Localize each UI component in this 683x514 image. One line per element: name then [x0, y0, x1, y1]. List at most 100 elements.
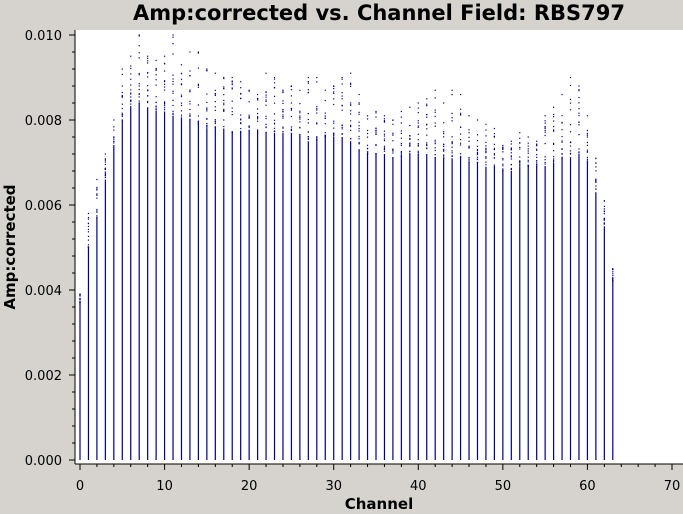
data-point [426, 145, 428, 147]
data-point [603, 223, 605, 225]
data-point [358, 135, 360, 138]
data-point [273, 86, 276, 89]
data-point [426, 103, 428, 105]
data-point [578, 114, 580, 117]
data-point [375, 133, 377, 135]
data-point [493, 147, 495, 150]
data-point [240, 118, 242, 120]
data-point [350, 102, 352, 104]
data-point [180, 104, 183, 107]
data-point [96, 197, 98, 199]
data-point [299, 112, 301, 114]
data-point [502, 168, 504, 170]
data-point [113, 146, 115, 148]
data-point [147, 72, 149, 74]
data-point [366, 129, 369, 132]
data-point [468, 159, 470, 161]
data-point [290, 129, 293, 131]
data-point [544, 163, 546, 165]
data-point [468, 129, 470, 131]
data-point [206, 127, 208, 129]
data-point [163, 102, 166, 104]
data-point [87, 222, 90, 225]
data-point [561, 115, 563, 117]
data-point [197, 115, 199, 117]
data-point [341, 133, 343, 135]
data-point [527, 145, 529, 147]
data-point [586, 149, 589, 151]
data-point [265, 96, 267, 98]
data-point [257, 120, 259, 122]
data-point [417, 120, 419, 122]
data-point [96, 211, 98, 213]
data-point [426, 128, 428, 130]
data-point [231, 84, 233, 86]
data-point [375, 144, 377, 146]
data-point [333, 98, 335, 100]
data-point [493, 136, 495, 138]
data-point [333, 134, 335, 137]
x-tick-label: 70 [664, 479, 681, 494]
data-point [578, 102, 580, 104]
data-point [366, 118, 369, 120]
data-point [341, 98, 343, 100]
data-point [333, 120, 335, 122]
data-point [214, 121, 216, 123]
data-point [476, 153, 479, 155]
data-point [163, 105, 166, 107]
data-point [282, 117, 284, 119]
data-point [561, 157, 563, 159]
data-point [476, 158, 479, 161]
data-point [595, 162, 597, 164]
y-tick-label: 0.004 [25, 284, 62, 299]
data-point [189, 103, 191, 105]
data-point [400, 122, 402, 124]
data-point [172, 78, 174, 80]
data-point [290, 95, 293, 97]
data-point [121, 96, 123, 98]
data-point [358, 125, 360, 127]
data-point [282, 126, 284, 128]
data-point [155, 108, 157, 110]
data-point [104, 159, 106, 161]
data-point [426, 116, 428, 118]
y-ticks: 0.000 0.002 0.004 0.006 0.008 0.010 [25, 29, 75, 469]
data-point [383, 147, 386, 149]
data-point [485, 149, 487, 151]
data-point [257, 99, 259, 101]
data-point [586, 136, 589, 138]
data-point [214, 122, 216, 125]
data-point [409, 145, 411, 147]
data-point [231, 131, 233, 133]
data-point-max [121, 68, 123, 70]
data-point [502, 163, 504, 165]
data-point [282, 111, 284, 113]
data-point [417, 133, 419, 135]
data-point [172, 83, 174, 85]
data-point [476, 151, 479, 153]
data-point-max [578, 85, 580, 87]
data-point [79, 299, 81, 301]
data-point-max [502, 144, 504, 147]
data-point [206, 70, 208, 72]
x-tick-label: 0 [76, 479, 84, 494]
data-point [316, 112, 318, 114]
data-point [147, 100, 149, 103]
data-point [333, 132, 335, 134]
data-point [519, 161, 521, 163]
data-point [569, 152, 572, 155]
data-point [163, 101, 166, 103]
data-point [130, 89, 132, 91]
data-point [214, 101, 216, 103]
data-point [104, 176, 106, 179]
data-point [392, 157, 394, 159]
data-point [536, 148, 538, 150]
data-point [324, 136, 326, 138]
data-point [409, 143, 411, 145]
data-point [366, 136, 369, 138]
data-point [443, 143, 445, 145]
data-point [476, 152, 479, 154]
data-point [578, 121, 580, 123]
data-point [569, 157, 572, 159]
data-point [341, 128, 343, 130]
